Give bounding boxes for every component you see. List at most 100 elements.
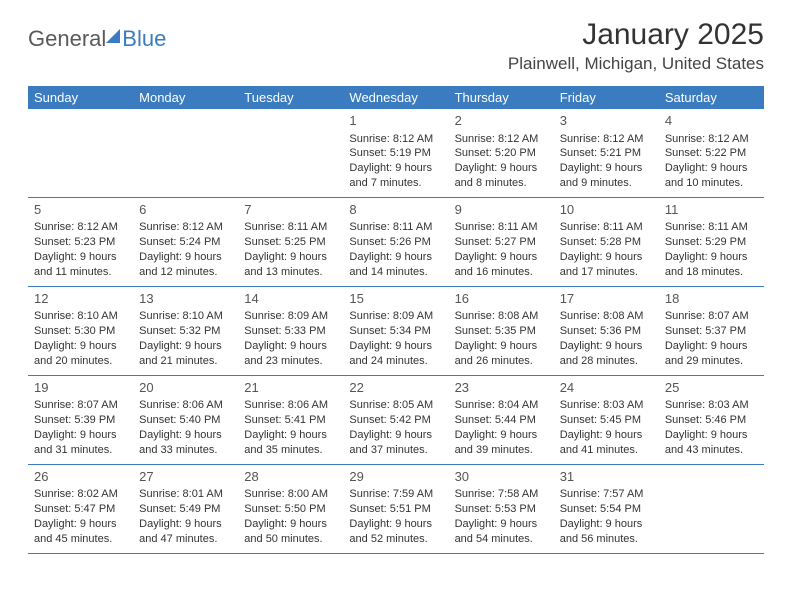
sunset-text: Sunset: 5:20 PM bbox=[455, 146, 548, 161]
day-cell: 9Sunrise: 8:11 AMSunset: 5:27 PMDaylight… bbox=[449, 197, 554, 286]
daylight-text: Daylight: 9 hours bbox=[349, 161, 442, 176]
daylight-text: Daylight: 9 hours bbox=[34, 339, 127, 354]
sunrise-text: Sunrise: 8:06 AM bbox=[139, 398, 232, 413]
daylight-text: Daylight: 9 hours bbox=[349, 339, 442, 354]
sunrise-text: Sunrise: 8:01 AM bbox=[139, 487, 232, 502]
day-header: Wednesday bbox=[343, 86, 448, 109]
daylight-text: Daylight: 9 hours bbox=[455, 428, 548, 443]
daylight-text: Daylight: 9 hours bbox=[139, 517, 232, 532]
daylight-text: Daylight: 9 hours bbox=[139, 250, 232, 265]
day-cell: 23Sunrise: 8:04 AMSunset: 5:44 PMDayligh… bbox=[449, 375, 554, 464]
sunset-text: Sunset: 5:49 PM bbox=[139, 502, 232, 517]
sunset-text: Sunset: 5:46 PM bbox=[665, 413, 758, 428]
day-cell: 1Sunrise: 8:12 AMSunset: 5:19 PMDaylight… bbox=[343, 109, 448, 197]
sunrise-text: Sunrise: 8:09 AM bbox=[349, 309, 442, 324]
sunrise-text: Sunrise: 8:11 AM bbox=[244, 220, 337, 235]
daylight-text: Daylight: 9 hours bbox=[560, 339, 653, 354]
sunset-text: Sunset: 5:34 PM bbox=[349, 324, 442, 339]
sunset-text: Sunset: 5:27 PM bbox=[455, 235, 548, 250]
daylight-text: Daylight: 9 hours bbox=[665, 161, 758, 176]
day-cell: 6Sunrise: 8:12 AMSunset: 5:24 PMDaylight… bbox=[133, 197, 238, 286]
sunrise-text: Sunrise: 8:07 AM bbox=[665, 309, 758, 324]
sunrise-text: Sunrise: 8:10 AM bbox=[34, 309, 127, 324]
daylight-text: Daylight: 9 hours bbox=[455, 339, 548, 354]
logo-text-general: General bbox=[28, 26, 106, 52]
daylight-text: Daylight: 9 hours bbox=[560, 428, 653, 443]
daylight-text: and 33 minutes. bbox=[139, 443, 232, 458]
daylight-text: and 18 minutes. bbox=[665, 265, 758, 280]
sunset-text: Sunset: 5:51 PM bbox=[349, 502, 442, 517]
daylight-text: Daylight: 9 hours bbox=[665, 250, 758, 265]
daylight-text: and 11 minutes. bbox=[34, 265, 127, 280]
day-number: 16 bbox=[455, 290, 548, 308]
day-header: Saturday bbox=[659, 86, 764, 109]
day-cell: 4Sunrise: 8:12 AMSunset: 5:22 PMDaylight… bbox=[659, 109, 764, 197]
sunrise-text: Sunrise: 8:12 AM bbox=[349, 132, 442, 147]
day-number: 2 bbox=[455, 112, 548, 130]
daylight-text: and 9 minutes. bbox=[560, 176, 653, 191]
day-cell: 22Sunrise: 8:05 AMSunset: 5:42 PMDayligh… bbox=[343, 375, 448, 464]
sunrise-text: Sunrise: 8:08 AM bbox=[455, 309, 548, 324]
daylight-text: and 16 minutes. bbox=[455, 265, 548, 280]
daylight-text: Daylight: 9 hours bbox=[455, 517, 548, 532]
day-cell: 27Sunrise: 8:01 AMSunset: 5:49 PMDayligh… bbox=[133, 464, 238, 553]
day-header: Sunday bbox=[28, 86, 133, 109]
week-row: 12Sunrise: 8:10 AMSunset: 5:30 PMDayligh… bbox=[28, 286, 764, 375]
sunrise-text: Sunrise: 8:12 AM bbox=[560, 132, 653, 147]
sunset-text: Sunset: 5:29 PM bbox=[665, 235, 758, 250]
sunrise-text: Sunrise: 8:11 AM bbox=[560, 220, 653, 235]
day-number: 27 bbox=[139, 468, 232, 486]
sunrise-text: Sunrise: 8:12 AM bbox=[139, 220, 232, 235]
daylight-text: and 8 minutes. bbox=[455, 176, 548, 191]
day-number: 22 bbox=[349, 379, 442, 397]
day-cell: 8Sunrise: 8:11 AMSunset: 5:26 PMDaylight… bbox=[343, 197, 448, 286]
day-number: 24 bbox=[560, 379, 653, 397]
month-title: January 2025 bbox=[508, 18, 764, 52]
daylight-text: Daylight: 9 hours bbox=[455, 161, 548, 176]
sunrise-text: Sunrise: 8:11 AM bbox=[665, 220, 758, 235]
daylight-text: and 37 minutes. bbox=[349, 443, 442, 458]
daylight-text: Daylight: 9 hours bbox=[244, 517, 337, 532]
sunrise-text: Sunrise: 8:12 AM bbox=[34, 220, 127, 235]
daylight-text: and 17 minutes. bbox=[560, 265, 653, 280]
daylight-text: Daylight: 9 hours bbox=[139, 339, 232, 354]
day-number: 15 bbox=[349, 290, 442, 308]
day-cell: 14Sunrise: 8:09 AMSunset: 5:33 PMDayligh… bbox=[238, 286, 343, 375]
daylight-text: and 39 minutes. bbox=[455, 443, 548, 458]
daylight-text: and 45 minutes. bbox=[34, 532, 127, 547]
sunset-text: Sunset: 5:33 PM bbox=[244, 324, 337, 339]
week-row: 19Sunrise: 8:07 AMSunset: 5:39 PMDayligh… bbox=[28, 375, 764, 464]
title-block: January 2025 Plainwell, Michigan, United… bbox=[508, 18, 764, 74]
daylight-text: Daylight: 9 hours bbox=[34, 428, 127, 443]
logo-triangle-icon bbox=[106, 29, 120, 43]
day-cell: 20Sunrise: 8:06 AMSunset: 5:40 PMDayligh… bbox=[133, 375, 238, 464]
day-number: 20 bbox=[139, 379, 232, 397]
daylight-text: Daylight: 9 hours bbox=[349, 250, 442, 265]
day-cell: 3Sunrise: 8:12 AMSunset: 5:21 PMDaylight… bbox=[554, 109, 659, 197]
daylight-text: and 7 minutes. bbox=[349, 176, 442, 191]
daylight-text: and 52 minutes. bbox=[349, 532, 442, 547]
day-cell: 7Sunrise: 8:11 AMSunset: 5:25 PMDaylight… bbox=[238, 197, 343, 286]
daylight-text: Daylight: 9 hours bbox=[244, 428, 337, 443]
daylight-text: and 43 minutes. bbox=[665, 443, 758, 458]
empty-cell bbox=[28, 109, 133, 197]
day-number: 13 bbox=[139, 290, 232, 308]
daylight-text: and 23 minutes. bbox=[244, 354, 337, 369]
daylight-text: Daylight: 9 hours bbox=[244, 250, 337, 265]
day-number: 29 bbox=[349, 468, 442, 486]
day-number: 18 bbox=[665, 290, 758, 308]
day-number: 28 bbox=[244, 468, 337, 486]
day-number: 12 bbox=[34, 290, 127, 308]
calendar-header-row: SundayMondayTuesdayWednesdayThursdayFrid… bbox=[28, 86, 764, 109]
day-cell: 31Sunrise: 7:57 AMSunset: 5:54 PMDayligh… bbox=[554, 464, 659, 553]
daylight-text: and 29 minutes. bbox=[665, 354, 758, 369]
sunset-text: Sunset: 5:42 PM bbox=[349, 413, 442, 428]
daylight-text: and 14 minutes. bbox=[349, 265, 442, 280]
day-cell: 26Sunrise: 8:02 AMSunset: 5:47 PMDayligh… bbox=[28, 464, 133, 553]
sunrise-text: Sunrise: 8:10 AM bbox=[139, 309, 232, 324]
sunrise-text: Sunrise: 8:11 AM bbox=[349, 220, 442, 235]
day-cell: 15Sunrise: 8:09 AMSunset: 5:34 PMDayligh… bbox=[343, 286, 448, 375]
sunset-text: Sunset: 5:28 PM bbox=[560, 235, 653, 250]
sunset-text: Sunset: 5:50 PM bbox=[244, 502, 337, 517]
day-number: 6 bbox=[139, 201, 232, 219]
